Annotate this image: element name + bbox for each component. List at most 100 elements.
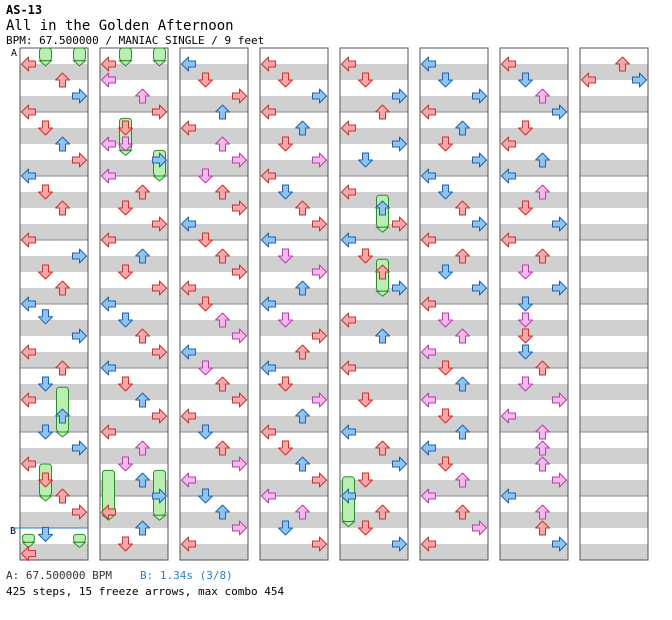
beat-stripe: [580, 320, 648, 336]
step-arrow-right: [72, 440, 87, 456]
step-arrow-down: [198, 72, 213, 88]
step-arrow-down: [518, 120, 533, 136]
step-arrow-up: [455, 248, 470, 264]
step-arrow-left: [261, 56, 276, 72]
beat-stripe: [100, 320, 168, 336]
step-arrow-down: [278, 184, 293, 200]
step-arrow-down: [278, 440, 293, 456]
step-arrow-down: [358, 472, 373, 488]
beat-stripe: [420, 96, 488, 112]
step-arrow-down: [438, 264, 453, 280]
step-arrow-down: [438, 312, 453, 328]
beat-stripe: [180, 416, 248, 432]
freeze-arrow: [153, 47, 166, 62]
beat-stripe: [180, 320, 248, 336]
step-arrow-down: [38, 376, 53, 392]
freeze-tail: [375, 226, 390, 233]
step-arrow-left: [101, 232, 116, 248]
beat-stripe: [500, 448, 568, 464]
beat-stripe: [20, 384, 88, 400]
step-arrow-down: [38, 526, 53, 542]
step-arrow-left: [421, 104, 436, 120]
beat-stripe: [100, 96, 168, 112]
step-arrow-up: [55, 360, 70, 376]
beat-stripe: [100, 352, 168, 368]
step-arrow-down: [438, 184, 453, 200]
step-arrow-right: [392, 456, 407, 472]
step-arrow-left: [581, 72, 596, 88]
step-arrow-right: [312, 392, 327, 408]
beat-stripe: [180, 64, 248, 80]
step-arrow-right: [232, 456, 247, 472]
step-arrow-right: [232, 200, 247, 216]
beat-stripe: [100, 256, 168, 272]
step-arrow-right: [152, 216, 167, 232]
step-arrow-left: [421, 56, 436, 72]
step-arrow-left: [421, 296, 436, 312]
beat-stripe: [420, 544, 488, 560]
step-arrow-up: [295, 200, 310, 216]
beat-stripe: [260, 448, 328, 464]
step-arrow-right: [312, 472, 327, 488]
step-arrow-left: [21, 546, 36, 562]
step-arrow-left: [21, 344, 36, 360]
step-arrow-right: [232, 328, 247, 344]
beat-stripe: [180, 192, 248, 208]
step-arrow-down: [438, 408, 453, 424]
beat-stripe: [20, 480, 88, 496]
beat-stripe: [180, 512, 248, 528]
step-arrow-right: [152, 344, 167, 360]
chart-id: AS-13: [6, 3, 43, 17]
step-arrow-right: [552, 472, 567, 488]
step-arrow-up: [55, 136, 70, 152]
step-arrow-up: [215, 440, 230, 456]
step-arrow-left: [261, 424, 276, 440]
step-arrow-right: [472, 152, 487, 168]
step-arrow-left: [421, 232, 436, 248]
step-arrow-left: [181, 536, 196, 552]
step-arrow-right: [232, 264, 247, 280]
step-arrow-left: [101, 56, 116, 72]
beat-stripe: [180, 288, 248, 304]
step-arrow-right: [72, 504, 87, 520]
step-arrow-up: [295, 504, 310, 520]
freeze-tail: [341, 521, 356, 528]
freeze-tail: [152, 60, 167, 67]
step-arrow-up: [135, 392, 150, 408]
beat-stripe: [500, 288, 568, 304]
beat-stripe: [260, 512, 328, 528]
beat-stripe: [260, 416, 328, 432]
beat-stripe: [100, 416, 168, 432]
beat-stripe: [100, 448, 168, 464]
step-arrow-right: [152, 152, 167, 168]
step-arrow-left: [421, 344, 436, 360]
beat-stripe: [340, 96, 408, 112]
step-arrow-right: [392, 536, 407, 552]
beat-stripe: [580, 416, 648, 432]
beat-stripe: [500, 480, 568, 496]
step-arrow-up: [535, 424, 550, 440]
bpm-a-text: A: 67.500000 BPM: [6, 569, 112, 582]
step-arrow-up: [535, 504, 550, 520]
beat-stripe: [500, 512, 568, 528]
step-arrow-down: [438, 360, 453, 376]
beat-stripe: [500, 256, 568, 272]
step-arrow-down: [118, 264, 133, 280]
beat-stripe: [580, 128, 648, 144]
beat-stripe: [180, 480, 248, 496]
freeze-arrow: [22, 533, 35, 543]
step-arrow-right: [72, 152, 87, 168]
step-arrow-left: [21, 168, 36, 184]
freeze-tail: [152, 514, 167, 521]
step-arrow-right: [312, 216, 327, 232]
step-arrow-up: [295, 280, 310, 296]
step-arrow-left: [341, 184, 356, 200]
step-arrow-down: [358, 392, 373, 408]
freeze-tail: [375, 290, 390, 297]
step-arrow-up: [135, 520, 150, 536]
freeze-tail: [38, 60, 53, 67]
step-arrow-down: [278, 248, 293, 264]
step-arrow-up: [55, 408, 70, 424]
step-arrow-down: [358, 520, 373, 536]
